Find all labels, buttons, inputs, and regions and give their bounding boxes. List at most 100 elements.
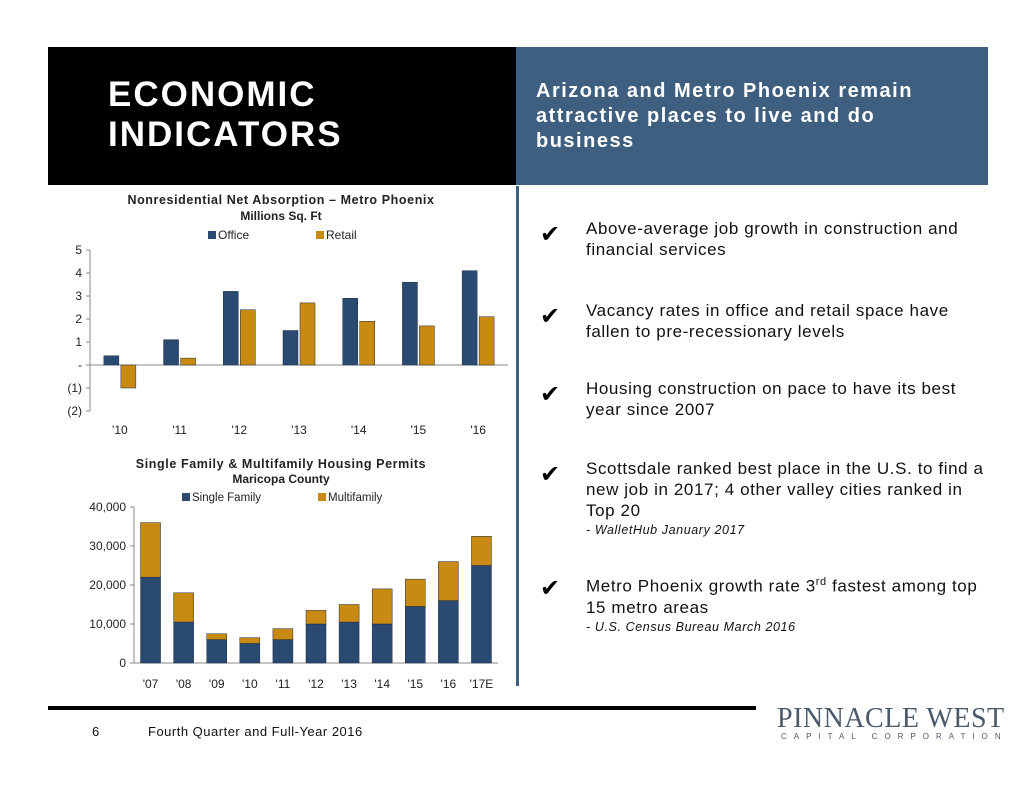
office-bar — [282, 330, 299, 366]
chart-subtitle: Millions Sq. Ft — [240, 209, 321, 223]
y-tick-label: 5 — [75, 243, 82, 257]
x-tick-label: '09 — [209, 677, 225, 691]
logo-name: PINNACLE WEST — [777, 703, 1005, 734]
retail-bar — [120, 364, 137, 389]
chart-subtitle: Maricopa County — [232, 472, 330, 486]
single-family-bar — [338, 621, 360, 664]
bullet-text: Vacancy rates in office and retail space… — [586, 301, 949, 341]
single-family-bar — [371, 623, 393, 664]
x-tick-label: '07 — [143, 677, 159, 691]
multifamily-bar — [405, 578, 426, 607]
multifamily-bar — [173, 592, 194, 623]
y-tick-label: 1 — [75, 335, 82, 349]
retail-bar — [180, 357, 196, 366]
legend-swatch — [318, 493, 326, 501]
x-tick-label: '14 — [374, 677, 390, 691]
multifamily-bar — [438, 561, 459, 601]
retail-bar — [419, 325, 435, 366]
checkmark-icon: ✔ — [540, 575, 561, 602]
x-tick-label: '11 — [276, 677, 291, 691]
office-bar — [163, 339, 179, 366]
legend-label: Single Family — [192, 492, 261, 504]
logo-tagline: CAPITAL CORPORATION — [781, 732, 1008, 741]
checkmark-icon: ✔ — [540, 303, 561, 330]
office-bar — [103, 355, 120, 366]
x-tick-label: '16 — [441, 677, 457, 691]
x-tick-label: '13 — [291, 423, 307, 437]
single-family-bar — [173, 621, 194, 664]
retail-bar — [359, 321, 375, 366]
legend-swatch — [208, 231, 216, 239]
office-bar — [342, 298, 358, 366]
x-tick-label: '10 — [112, 423, 128, 437]
single-family-bar — [272, 639, 294, 664]
legend-label: Multifamily — [328, 492, 383, 504]
bullet-text: Above-average job growth in construction… — [586, 219, 959, 259]
multifamily-bar — [338, 604, 360, 623]
single-family-bar — [471, 565, 492, 664]
x-tick-label: '11 — [172, 423, 187, 437]
x-tick-label: '14 — [351, 423, 367, 437]
checkmark-icon: ✔ — [540, 461, 561, 488]
x-tick-label: '10 — [242, 677, 258, 691]
y-tick-label: 4 — [75, 266, 82, 280]
multifamily-bar — [371, 588, 393, 625]
multifamily-bar — [272, 628, 294, 640]
x-tick-label: '15 — [407, 677, 423, 691]
multifamily-bar — [140, 522, 161, 578]
multifamily-bar — [305, 610, 327, 625]
single-family-bar — [239, 643, 261, 664]
company-logo: PINNACLE WEST CAPITAL CORPORATION — [777, 703, 1004, 743]
legend-swatch — [182, 493, 190, 501]
y-tick-label: 30,000 — [89, 539, 126, 553]
y-tick-label: 40,000 — [89, 500, 126, 514]
checkmark-icon: ✔ — [540, 381, 561, 408]
bullet-text: Scottsdale ranked best place in the U.S.… — [586, 458, 986, 539]
page-number: 6 — [92, 724, 100, 739]
x-tick-label: '12 — [308, 677, 324, 691]
legend-label: Retail — [326, 228, 357, 242]
retail-bar — [478, 316, 495, 366]
multifamily-bar — [206, 633, 227, 640]
x-tick-label: '15 — [411, 423, 427, 437]
bullet-superscript: rd — [815, 576, 827, 588]
bullet-source: - U.S. Census Bureau March 2016 — [586, 619, 796, 634]
x-tick-label: '13 — [341, 677, 357, 691]
bullet-main-text: Metro Phoenix growth rate 3 — [586, 576, 816, 596]
x-tick-label: '12 — [231, 423, 247, 437]
chart-title: Nonresidential Net Absorption – Metro Ph… — [127, 193, 434, 207]
bullet-main-text: Scottsdale ranked best place in the U.S.… — [586, 459, 984, 520]
office-bar — [402, 281, 418, 366]
office-bar — [223, 291, 239, 366]
y-tick-label: - — [78, 358, 82, 372]
retail-bar — [240, 309, 256, 366]
single-family-bar — [305, 623, 327, 664]
header-subtitle-panel: Arizona and Metro Phoenix remain attract… — [516, 47, 988, 185]
bullet-text: Metro Phoenix growth rate 3rd fastest am… — [586, 572, 986, 636]
x-tick-label: '16 — [470, 423, 486, 437]
x-tick-label: '08 — [176, 677, 192, 691]
bullet-main-text-rest: fastest among top 15 metro areas — [586, 576, 978, 617]
footer-rule — [48, 706, 756, 710]
header-title-panel: ECONOMIC INDICATORS — [48, 47, 516, 185]
y-tick-label: (1) — [67, 381, 82, 395]
multifamily-bar — [239, 637, 261, 644]
y-tick-label: 3 — [75, 289, 82, 303]
office-bar — [461, 270, 478, 366]
legend-label: Office — [218, 228, 249, 242]
y-tick-label: (2) — [67, 404, 82, 418]
x-tick-label: '17E — [470, 677, 494, 691]
single-family-bar — [206, 639, 227, 664]
single-family-bar — [438, 600, 459, 664]
y-tick-label: 2 — [75, 312, 82, 326]
legend-swatch — [316, 231, 324, 239]
page-title: ECONOMIC INDICATORS — [108, 75, 343, 154]
chart-title: Single Family & Multifamily Housing Perm… — [136, 457, 426, 471]
checkmark-icon: ✔ — [540, 221, 561, 248]
footer-text: Fourth Quarter and Full-Year 2016 — [148, 724, 363, 739]
bullet-source: - WalletHub January 2017 — [586, 523, 745, 537]
y-tick-label: 0 — [119, 656, 126, 670]
multifamily-bar — [471, 536, 492, 566]
retail-bar — [299, 302, 316, 366]
y-tick-label: 20,000 — [89, 578, 126, 592]
